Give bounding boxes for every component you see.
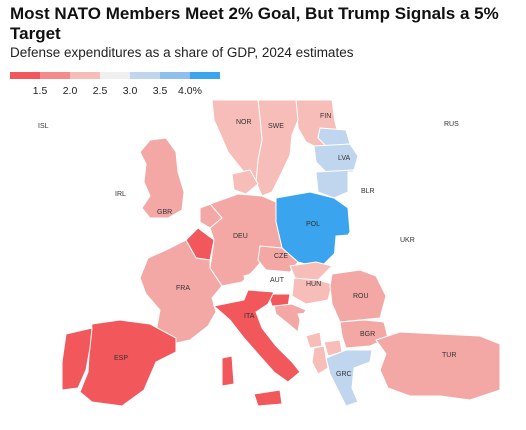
legend-tick-label: 2.5 bbox=[93, 85, 108, 97]
chart-title: Most NATO Members Meet 2% Goal, But Trum… bbox=[10, 4, 499, 43]
country-tur bbox=[375, 331, 501, 401]
country-bih bbox=[297, 311, 321, 337]
country-ita bbox=[212, 289, 301, 383]
label-rus: RUS bbox=[444, 121, 459, 128]
color-legend: 1.5 2.0 2.5 3.0 3.5 4.0% bbox=[10, 72, 220, 97]
label-pol: POL bbox=[306, 221, 320, 228]
country-deu bbox=[209, 193, 283, 287]
label-rou: ROU bbox=[353, 293, 369, 300]
legend-swatch bbox=[130, 72, 160, 79]
country-ukr bbox=[333, 229, 471, 285]
label-bgr: BGR bbox=[360, 331, 375, 338]
legend-tick-label: 3.5 bbox=[153, 85, 168, 97]
legend-swatch bbox=[70, 72, 100, 79]
label-irl: IRL bbox=[115, 191, 126, 198]
legend-tick-label: 3.0 bbox=[123, 85, 138, 97]
legend-swatch bbox=[190, 72, 220, 79]
country-dnk bbox=[231, 169, 259, 195]
country-isl bbox=[17, 111, 63, 141]
country-gbr bbox=[139, 137, 185, 219]
country-svk bbox=[289, 261, 333, 281]
country-hrv bbox=[273, 303, 307, 333]
legend-swatch bbox=[100, 72, 130, 79]
chart-subtitle: Defense expenditures as a share of GDP, … bbox=[10, 45, 354, 60]
country-swe bbox=[255, 100, 299, 197]
country-cze bbox=[257, 245, 299, 273]
label-swe: SWE bbox=[268, 123, 284, 130]
country-irl bbox=[107, 173, 141, 209]
legend-tick-label: 4.0% bbox=[178, 85, 202, 97]
label-esp: ESP bbox=[114, 355, 128, 362]
country-est bbox=[317, 127, 351, 147]
country-ltu bbox=[315, 169, 355, 199]
label-ukr: UKR bbox=[400, 237, 415, 244]
label-tur: TUR bbox=[442, 352, 456, 359]
label-blr: BLR bbox=[361, 188, 375, 195]
legend-swatch bbox=[40, 72, 70, 79]
country-aut bbox=[243, 269, 295, 293]
label-aut: AUT bbox=[270, 277, 285, 284]
country-hun bbox=[291, 277, 333, 305]
country-ita-sicily bbox=[253, 389, 283, 407]
country-rou bbox=[329, 269, 387, 323]
country-fra bbox=[139, 239, 223, 345]
legend-swatch bbox=[160, 72, 190, 79]
country-prt bbox=[61, 327, 93, 391]
legend-tick-label: 2.0 bbox=[63, 85, 78, 97]
label-lva: LVA bbox=[338, 155, 351, 162]
label-hun: HUN bbox=[306, 281, 321, 288]
country-alb bbox=[311, 345, 329, 375]
country-lva bbox=[313, 143, 359, 173]
label-isl: ISL bbox=[38, 123, 49, 130]
label-deu: DEU bbox=[233, 233, 248, 240]
label-grc: GRC bbox=[336, 371, 352, 378]
label-gbr: GBR bbox=[157, 209, 172, 216]
label-cze: CZE bbox=[274, 253, 288, 260]
label-ita: ITA bbox=[244, 313, 255, 320]
country-esp bbox=[79, 319, 177, 407]
country-grc bbox=[325, 349, 373, 407]
legend-swatch bbox=[10, 72, 40, 79]
country-ita-sardinia bbox=[221, 355, 235, 387]
label-nor: NOR bbox=[236, 119, 252, 126]
label-fin: FIN bbox=[320, 113, 331, 120]
legend-tick-label: 1.5 bbox=[33, 85, 48, 97]
label-fra: FRA bbox=[176, 285, 190, 292]
europe-map: ISL IRL GBR NOR SWE FIN RUS LVA BLR POL … bbox=[17, 100, 526, 407]
